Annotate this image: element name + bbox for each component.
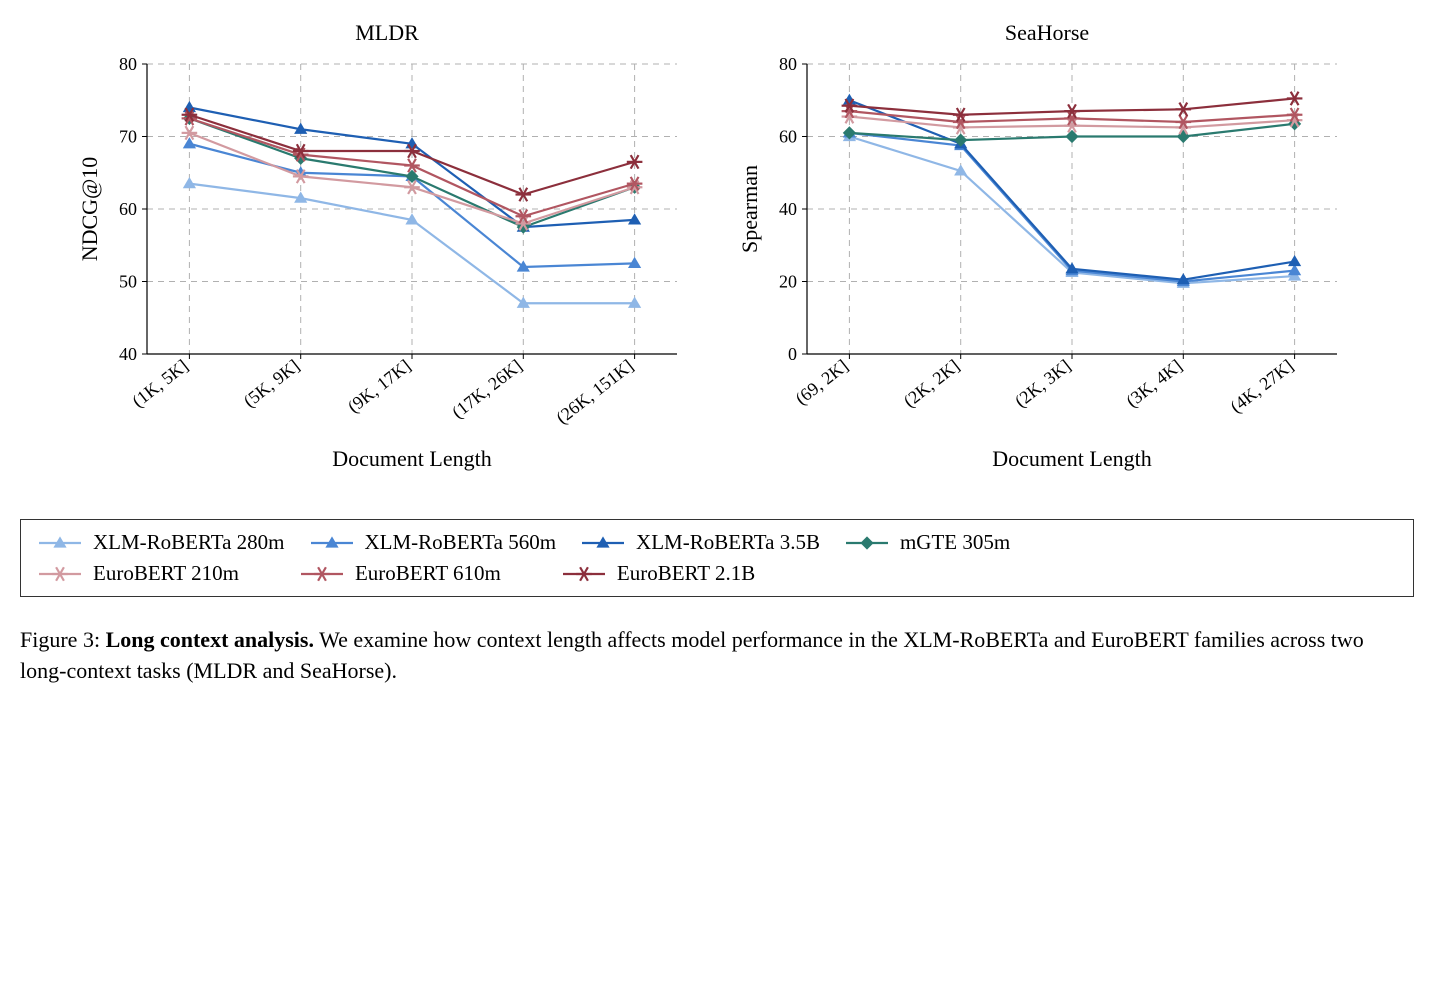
svg-text:(69, 2K]: (69, 2K]	[791, 355, 852, 409]
legend-swatch-icon	[37, 532, 83, 554]
legend-swatch-icon	[309, 532, 355, 554]
legend-item-xlmr35b: XLM-RoBERTa 3.5B	[580, 530, 820, 555]
svg-text:Document Length: Document Length	[332, 446, 491, 471]
legend-label: EuroBERT 610m	[355, 561, 501, 586]
caption-bold: Long context analysis.	[106, 627, 314, 652]
chart-title-mldr: MLDR	[77, 20, 697, 46]
legend-label: XLM-RoBERTa 280m	[93, 530, 285, 555]
svg-text:Document Length: Document Length	[992, 446, 1151, 471]
figure-container: MLDR 40 50 60 70 80 (1K, 5K] (5K, 9K] (9K, 17K]…	[20, 20, 1414, 687]
legend-item-eb21b: EuroBERT 2.1B	[561, 561, 791, 586]
legend-label: EuroBERT 2.1B	[617, 561, 755, 586]
legend-label: XLM-RoBERTa 560m	[365, 530, 557, 555]
svg-text:80: 80	[779, 54, 797, 74]
svg-text:(1K, 5K]: (1K, 5K]	[128, 355, 192, 412]
svg-text:Spearman: Spearman	[737, 165, 762, 253]
svg-text:70: 70	[119, 127, 137, 147]
figure-caption: Figure 3: Long context analysis. We exam…	[20, 625, 1414, 687]
svg-text:50: 50	[119, 272, 137, 292]
svg-text:40: 40	[119, 344, 137, 364]
legend-item-eb610: EuroBERT 610m	[299, 561, 537, 586]
caption-label: Figure 3:	[20, 627, 106, 652]
svg-text:(3K, 4K]: (3K, 4K]	[1122, 355, 1186, 412]
chart-panel-mldr: MLDR 40 50 60 70 80 (1K, 5K] (5K, 9K] (9K, 17K]…	[77, 20, 697, 479]
legend-item-eb210: EuroBERT 210m	[37, 561, 275, 586]
chart-panel-seahorse: SeaHorse 0 20 40 60 80 (69, 2K] (2K, 2K] (2K, 3…	[737, 20, 1357, 479]
svg-text:40: 40	[779, 199, 797, 219]
svg-text:0: 0	[788, 344, 797, 364]
svg-text:(2K, 2K]: (2K, 2K]	[900, 355, 964, 412]
svg-text:(26K, 151K]: (26K, 151K]	[552, 355, 637, 428]
legend-swatch-icon	[844, 532, 890, 554]
svg-text:20: 20	[779, 272, 797, 292]
chart-svg-mldr: 40 50 60 70 80 (1K, 5K] (5K, 9K] (9K, 17K] (17K,…	[77, 54, 697, 474]
legend-label: mGTE 305m	[900, 530, 1010, 555]
svg-text:60: 60	[119, 199, 137, 219]
legend-item-xlmr280: XLM-RoBERTa 280m	[37, 530, 285, 555]
svg-text:60: 60	[779, 127, 797, 147]
svg-text:(4K, 27K]: (4K, 27K]	[1226, 355, 1297, 417]
legend-label: EuroBERT 210m	[93, 561, 239, 586]
chart-title-seahorse: SeaHorse	[737, 20, 1357, 46]
legend-swatch-icon	[561, 563, 607, 585]
legend-swatch-icon	[580, 532, 626, 554]
legend-item-xlmr560: XLM-RoBERTa 560m	[309, 530, 557, 555]
svg-text:(5K, 9K]: (5K, 9K]	[240, 355, 304, 412]
legend-box: XLM-RoBERTa 280m XLM-RoBERTa 560m XLM-RoBE…	[20, 519, 1414, 597]
svg-text:(2K, 3K]: (2K, 3K]	[1011, 355, 1075, 412]
svg-text:80: 80	[119, 54, 137, 74]
legend-item-mgte: mGTE 305m	[844, 530, 1010, 555]
svg-text:(9K, 17K]: (9K, 17K]	[344, 355, 415, 417]
legend-swatch-icon	[37, 563, 83, 585]
charts-row: MLDR 40 50 60 70 80 (1K, 5K] (5K, 9K] (9K, 17K]…	[20, 20, 1414, 479]
svg-text:(17K, 26K]: (17K, 26K]	[448, 355, 526, 423]
svg-text:NDCG@10: NDCG@10	[77, 157, 102, 262]
legend-label: XLM-RoBERTa 3.5B	[636, 530, 820, 555]
legend-swatch-icon	[299, 563, 345, 585]
chart-svg-seahorse: 0 20 40 60 80 (69, 2K] (2K, 2K] (2K, 3K] (3K, 4K…	[737, 54, 1357, 474]
